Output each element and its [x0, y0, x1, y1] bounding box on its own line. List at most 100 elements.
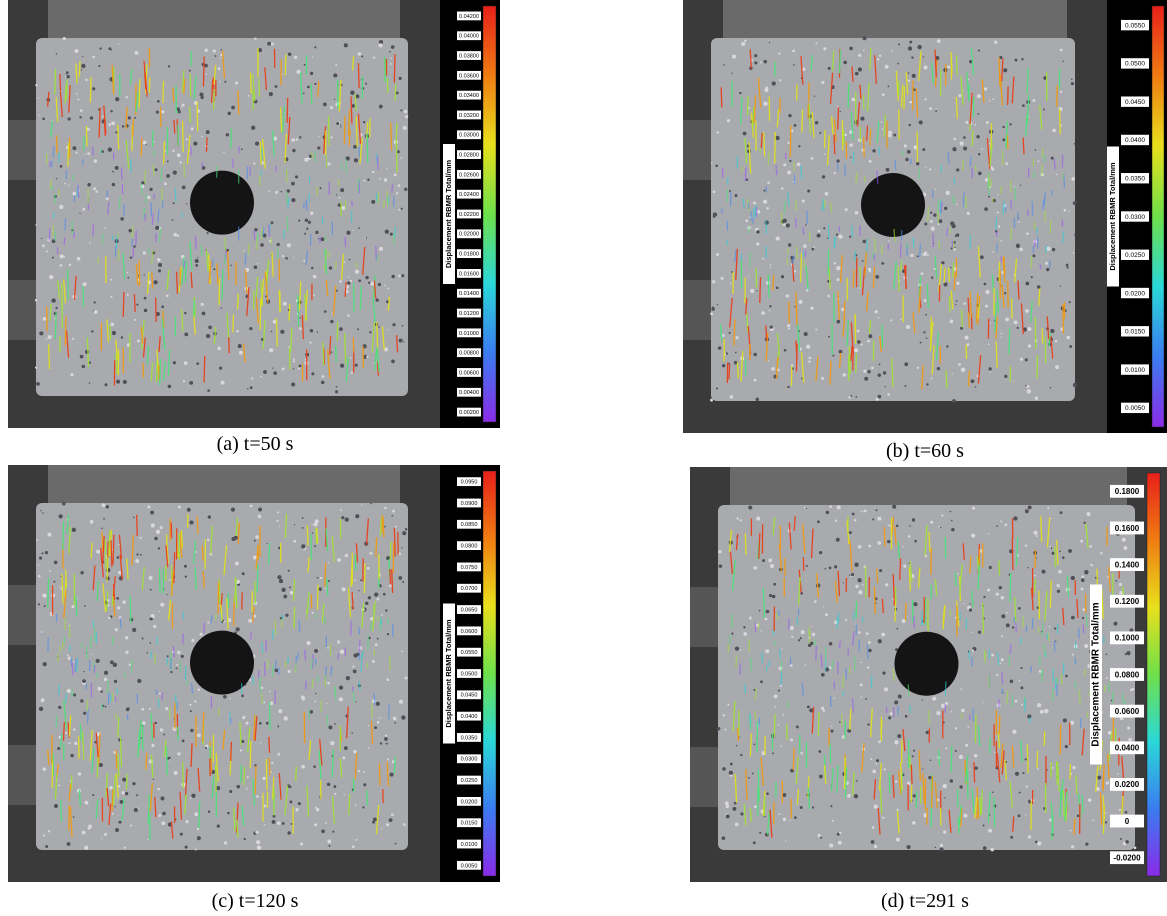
speckle: [1070, 721, 1074, 725]
speckle: [1057, 590, 1060, 593]
speckle: [854, 519, 857, 522]
speckle: [1069, 211, 1070, 212]
speckle: [72, 146, 76, 150]
speckle: [160, 526, 163, 529]
speckle: [305, 359, 306, 360]
vector-arrow: [854, 612, 855, 621]
speckle: [726, 805, 729, 808]
speckle: [802, 199, 805, 202]
speckle: [260, 243, 264, 247]
speckle: [241, 740, 244, 743]
speckle: [930, 211, 932, 213]
speckle: [371, 200, 375, 204]
speckle: [201, 303, 204, 306]
speckle: [903, 565, 906, 568]
speckle: [886, 168, 890, 172]
speckle: [396, 192, 398, 194]
speckle: [217, 824, 220, 827]
speckle: [989, 566, 992, 569]
speckle: [885, 583, 888, 586]
speckle: [208, 811, 210, 813]
speckle: [51, 298, 55, 302]
speckle: [38, 603, 40, 605]
speckle: [922, 699, 923, 700]
speckle: [368, 725, 369, 726]
colorbar-tick-label: 0.00800: [459, 351, 479, 357]
vector-arrow: [1055, 547, 1056, 567]
vector-arrow: [787, 724, 788, 740]
speckle: [328, 562, 329, 563]
speckle: [1002, 138, 1005, 141]
speckle: [162, 812, 166, 816]
vector-arrow: [175, 694, 176, 705]
vector-arrow: [870, 129, 871, 145]
speckle: [803, 244, 807, 248]
vector-arrow: [55, 69, 56, 95]
speckle: [940, 527, 941, 528]
speckle: [878, 317, 880, 319]
speckle: [311, 372, 314, 375]
speckle: [943, 784, 947, 788]
vector-arrow: [177, 703, 178, 711]
colorbar-tick-label: 0.0550: [1125, 22, 1145, 29]
speckle: [760, 680, 763, 683]
vector-arrow: [970, 235, 971, 249]
speckle: [1002, 598, 1004, 600]
colorbar-tick-label: 0.0150: [1125, 329, 1145, 336]
speckle: [768, 559, 772, 563]
colorbar-tick-label: 0.0350: [461, 735, 478, 741]
speckle: [365, 237, 367, 239]
speckle: [400, 157, 402, 159]
colorbar-tick-label: 0.0200: [461, 799, 478, 805]
speckle: [798, 639, 800, 641]
speckle: [907, 845, 911, 849]
vector-arrow: [985, 653, 986, 663]
speckle: [149, 188, 152, 191]
speckle: [852, 98, 856, 102]
vector-arrow: [853, 698, 854, 713]
speckle: [65, 76, 66, 77]
speckle: [780, 745, 782, 747]
speckle: [805, 664, 806, 665]
vector-arrow: [380, 519, 381, 537]
speckle: [325, 822, 327, 824]
speckle: [1081, 588, 1084, 591]
speckle: [875, 763, 877, 765]
vector-arrow: [840, 640, 841, 648]
speckle: [355, 514, 359, 518]
speckle: [990, 323, 991, 324]
speckle: [230, 698, 231, 699]
speckle: [897, 734, 901, 738]
speckle: [1004, 523, 1007, 526]
speckle: [399, 700, 403, 704]
speckle: [356, 701, 357, 702]
speckle: [1072, 766, 1075, 769]
vector-arrow: [1009, 328, 1010, 354]
speckle: [281, 588, 285, 592]
speckle: [390, 233, 393, 236]
speckle: [1083, 608, 1086, 611]
speckle: [946, 191, 950, 195]
speckle: [838, 841, 842, 845]
vector-arrow: [126, 774, 127, 789]
vector-arrow: [995, 303, 996, 333]
speckle: [722, 767, 726, 771]
speckle: [143, 251, 146, 254]
speckle: [41, 238, 42, 239]
speckle: [127, 277, 129, 279]
vector-arrow: [898, 706, 899, 715]
speckle: [123, 380, 127, 384]
speckle: [315, 807, 317, 809]
vector-arrow: [162, 692, 163, 700]
speckle: [779, 813, 781, 815]
speckle: [872, 518, 874, 520]
vector-arrow: [63, 722, 64, 741]
speckle: [64, 183, 66, 185]
colorbar-tick-label: 0.02400: [459, 192, 479, 198]
speckle: [782, 714, 784, 716]
speckle: [881, 121, 882, 122]
speckle: [1002, 126, 1004, 128]
colorbar-tick-label: 0.02800: [459, 152, 479, 158]
vector-arrow: [779, 610, 780, 616]
speckle: [312, 532, 314, 534]
